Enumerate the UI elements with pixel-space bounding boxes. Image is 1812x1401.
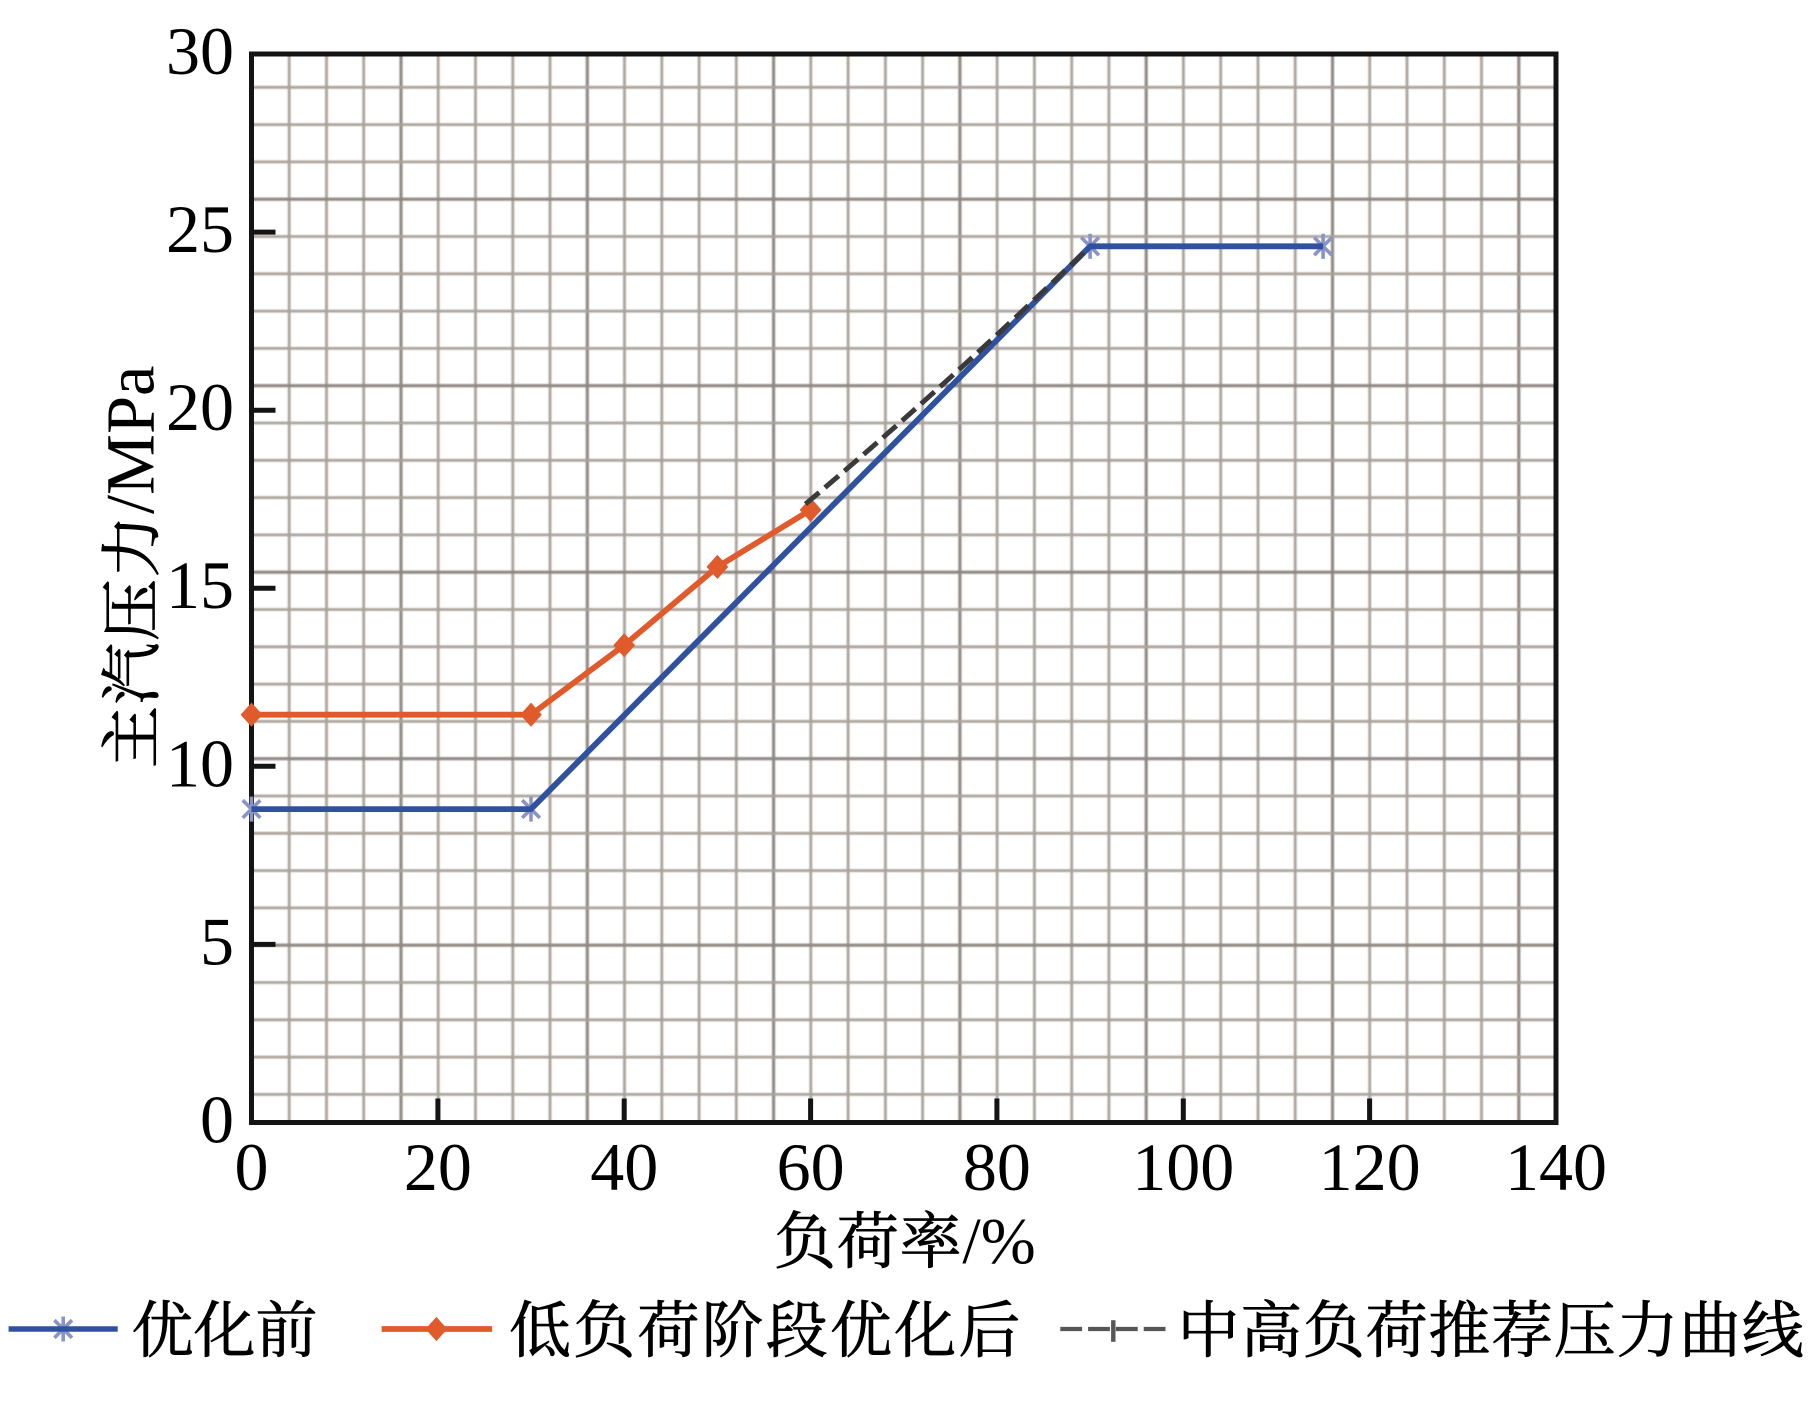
svg-text:100: 100 (1132, 1129, 1234, 1205)
svg-text:20: 20 (166, 369, 234, 445)
svg-text:60: 60 (777, 1129, 845, 1205)
svg-text:40: 40 (590, 1129, 658, 1205)
svg-text:25: 25 (166, 191, 234, 267)
svg-text:/%: /% (962, 1205, 1035, 1278)
svg-text:140: 140 (1505, 1129, 1607, 1205)
svg-text:80: 80 (963, 1129, 1031, 1205)
svg-text:10: 10 (166, 725, 234, 801)
svg-text:15: 15 (166, 547, 234, 623)
svg-text:20: 20 (404, 1129, 472, 1205)
svg-text:30: 30 (166, 13, 234, 89)
svg-text:/MPa: /MPa (93, 366, 169, 514)
svg-text:120: 120 (1319, 1129, 1421, 1205)
svg-text:0: 0 (200, 1082, 234, 1158)
svg-text:5: 5 (200, 903, 234, 979)
svg-text:0: 0 (235, 1129, 269, 1205)
